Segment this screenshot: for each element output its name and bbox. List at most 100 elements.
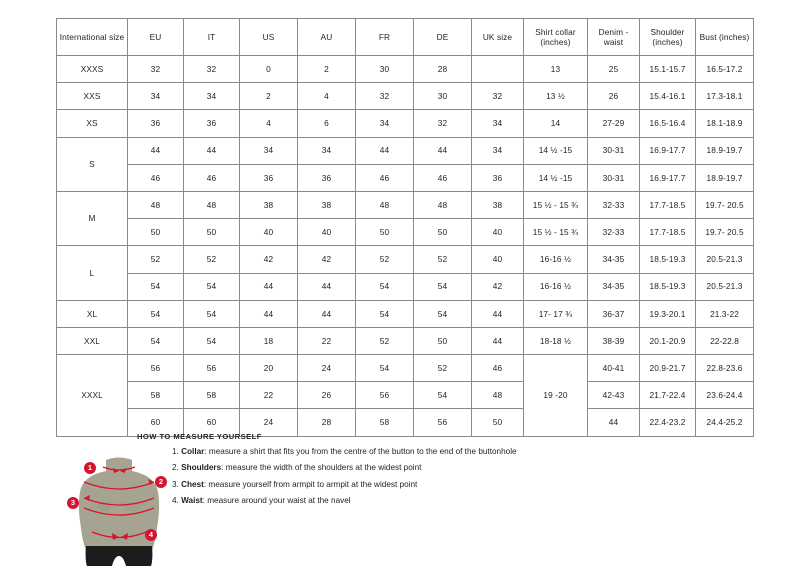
cell-uk: 34: [471, 136, 524, 165]
cell-international-size: XXXS: [56, 54, 128, 84]
how-to-measure-section: HOW TO MEASURE YOURSELF: [0, 428, 787, 566]
cell-fr: 50: [355, 218, 414, 247]
cell-us: 4: [239, 109, 298, 138]
measure-item-description: : measure a shirt that fits you from the…: [204, 447, 517, 456]
cell-de: 54: [413, 272, 472, 301]
cell-eu: 36: [127, 109, 184, 138]
cell-bust: 17.3-18.1: [695, 82, 754, 111]
cell-denim: 44: [587, 408, 640, 437]
cell-international-size: XL: [56, 299, 128, 328]
column-header-fr: FR: [355, 18, 414, 56]
cell-shoulder: 19.3-20.1: [639, 299, 696, 328]
cell-shirt-collar: 13: [523, 54, 588, 84]
cell-denim: 34-35: [587, 245, 640, 274]
measure-instruction-item: 3. Chest: measure yourself from armpit t…: [172, 479, 732, 497]
measure-item-term: Chest: [181, 479, 204, 489]
table-row: XXL 54 54 18 22 52 50 44 18-18 ½ 38-39 20.1-20.9 22…: [56, 326, 754, 356]
cell-uk: 50: [471, 408, 524, 437]
cell-au: 34: [297, 136, 356, 165]
cell-eu: 54: [127, 272, 184, 301]
cell-denim: 25: [587, 54, 640, 84]
cell-shirt-collar: 15 ½ - 15 ¾: [523, 218, 588, 247]
cell-eu: 34: [127, 82, 184, 111]
cell-fr: 52: [355, 245, 414, 274]
table-row: M 48 48 38 38 48 48 38 15 ½ - 15 ¾ 32-33 17.7-18.5…: [56, 190, 754, 247]
cell-de: 56: [413, 408, 472, 437]
cell-eu: 32: [127, 54, 184, 84]
cell-eu: 44: [127, 136, 184, 165]
cell-eu: 46: [127, 163, 184, 192]
cell-denim: 42-43: [587, 381, 640, 410]
cell-shirt-collar: 16-16 ½: [523, 245, 588, 274]
cell-it: 58: [183, 381, 240, 410]
cell-eu: 50: [127, 218, 184, 247]
cell-shoulder: 22.4-23.2: [639, 408, 696, 437]
table-row: XL 54 54 44 44 54 54 44 17- 17 ¾ 36-37 19.3-20.1 21…: [56, 299, 754, 328]
cell-it: 54: [183, 299, 240, 328]
column-header-international-size: International size: [56, 18, 128, 56]
cell-denim: 32-33: [587, 190, 640, 220]
cell-shoulder: 15.1-15.7: [639, 54, 696, 84]
cell-bust: 24.4-25.2: [695, 408, 754, 437]
cell-de: 48: [413, 190, 472, 220]
cell-us: 2: [239, 82, 298, 111]
cell-denim: 30-31: [587, 163, 640, 192]
cell-it: 52: [183, 245, 240, 274]
cell-denim: 36-37: [587, 299, 640, 328]
cell-au: 44: [297, 299, 356, 328]
measure-instruction-item: 1. Collar: measure a shirt that fits you…: [172, 447, 732, 464]
cell-uk: 44: [471, 299, 524, 328]
cell-eu: 54: [127, 326, 184, 356]
cell-de: 52: [413, 245, 472, 274]
cell-us: 38: [239, 190, 298, 220]
column-header-de: DE: [413, 18, 472, 56]
table-header-row: International size EU IT US AU FR DE UK …: [56, 18, 754, 56]
cell-eu: 52: [127, 245, 184, 274]
cell-uk: 36: [471, 163, 524, 192]
column-header-eu: EU: [127, 18, 184, 56]
cell-international-size: XS: [56, 109, 128, 138]
cell-eu: 48: [127, 190, 184, 220]
cell-it: 54: [183, 272, 240, 301]
measure-badge-4: 4: [145, 529, 157, 541]
cell-shirt-collar: 14 ½ -15: [523, 163, 588, 192]
cell-shoulder: 20.1-20.9: [639, 326, 696, 356]
cell-au: 44: [297, 272, 356, 301]
cell-au: 26: [297, 381, 356, 410]
cell-uk: [471, 54, 524, 84]
cell-fr: 32: [355, 82, 414, 111]
cell-shoulder: 21.7-22.4: [639, 381, 696, 410]
table-row: 58 58 22 26 56 54 48 42-43 21.7-22.4 23.6-24.4: [57, 381, 754, 410]
cell-it: 34: [183, 82, 240, 111]
cell-denim: 27-29: [587, 109, 640, 138]
cell-de: 54: [413, 299, 472, 328]
column-header-uk-size: UK size: [471, 18, 524, 56]
cell-shoulder: 17.7-18.5: [639, 190, 696, 220]
cell-shirt-collar: 18-18 ½: [523, 326, 588, 356]
table-header: International size EU IT US AU FR DE UK …: [56, 18, 754, 56]
cell-uk: 38: [471, 190, 524, 220]
cell-de: 32: [413, 109, 472, 138]
cell-denim: 34-35: [587, 272, 640, 301]
cell-bust: 18.9-19.7: [695, 136, 754, 165]
measure-badge-1: 1: [84, 462, 96, 474]
cell-uk: 40: [471, 218, 524, 247]
cell-de: 54: [413, 381, 472, 410]
cell-shirt-collar: 15 ½ - 15 ¾: [523, 190, 588, 220]
cell-bust: 22-22.8: [695, 326, 754, 356]
cell-denim: 40-41: [587, 354, 640, 383]
cell-shoulder: 16.5-16.4: [639, 109, 696, 138]
measure-item-description: : measure yourself from armpit to armpit…: [203, 479, 418, 489]
measure-item-term: Waist: [181, 496, 203, 506]
cell-bust: 20.5-21.3: [695, 272, 754, 301]
table-body: XXXS 32 32 0 2 30 28 13 25 15.1-15.7 16.5-17.2 XXS 3…: [56, 54, 754, 437]
cell-shoulder: 20.9-21.7: [639, 354, 696, 383]
cell-bust: 16.5-17.2: [695, 54, 754, 84]
cell-eu: 58: [127, 381, 184, 410]
cell-shoulder: 16.9-17.7: [639, 136, 696, 165]
cell-au: 28: [297, 408, 356, 437]
column-header-bust: Bust (inches): [695, 18, 754, 56]
cell-au: 4: [297, 82, 356, 111]
measure-item-number: 3.: [172, 479, 179, 489]
cell-international-size: XXXL: [56, 354, 128, 437]
